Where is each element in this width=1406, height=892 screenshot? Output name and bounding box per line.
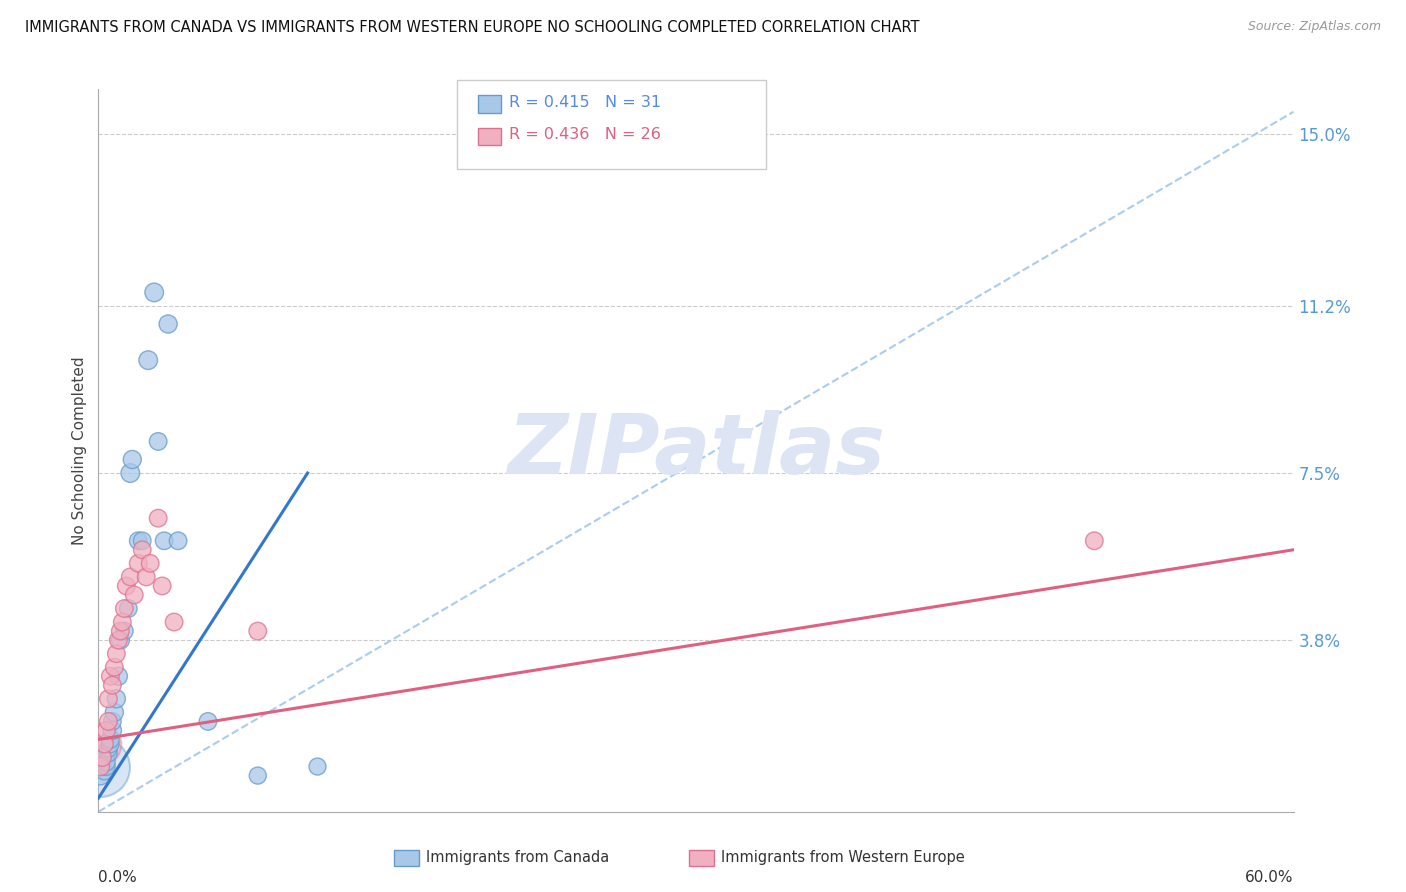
Point	[103, 660, 125, 674]
Point	[1083, 533, 1105, 548]
Point	[124, 588, 146, 602]
Point	[101, 714, 124, 729]
Point	[153, 533, 176, 548]
Point	[246, 769, 269, 783]
Text: 60.0%: 60.0%	[1246, 871, 1294, 886]
Point	[97, 714, 120, 729]
Point	[89, 737, 111, 751]
Point	[93, 737, 115, 751]
Text: 0.0%: 0.0%	[98, 871, 138, 886]
Point	[93, 764, 115, 778]
Point	[197, 714, 219, 729]
Point	[131, 542, 153, 557]
Point	[89, 759, 111, 773]
Point	[139, 557, 162, 571]
Point	[97, 746, 120, 760]
Point	[131, 533, 153, 548]
Point	[98, 737, 122, 751]
Point	[307, 759, 329, 773]
Point	[117, 601, 139, 615]
Point	[91, 750, 114, 764]
Text: R = 0.436   N = 26: R = 0.436 N = 26	[509, 128, 661, 142]
Point	[107, 669, 129, 683]
Point	[112, 601, 135, 615]
Text: Immigrants from Western Europe: Immigrants from Western Europe	[721, 850, 965, 864]
Point	[110, 633, 132, 648]
Point	[111, 615, 134, 629]
Point	[157, 317, 180, 331]
Text: R = 0.415   N = 31: R = 0.415 N = 31	[509, 95, 661, 110]
Point	[98, 732, 122, 747]
Point	[112, 624, 135, 639]
Text: IMMIGRANTS FROM CANADA VS IMMIGRANTS FROM WESTERN EUROPE NO SCHOOLING COMPLETED : IMMIGRANTS FROM CANADA VS IMMIGRANTS FRO…	[25, 20, 920, 35]
Text: Immigrants from Canada: Immigrants from Canada	[426, 850, 609, 864]
Point	[91, 759, 114, 773]
Point	[96, 755, 118, 769]
Point	[120, 570, 142, 584]
Point	[120, 466, 142, 480]
Point	[97, 741, 120, 756]
Text: ZIPatlas: ZIPatlas	[508, 410, 884, 491]
Point	[121, 452, 143, 467]
Point	[98, 669, 122, 683]
Point	[143, 285, 166, 300]
Point	[148, 434, 170, 449]
Point	[97, 691, 120, 706]
Point	[163, 615, 186, 629]
Point	[110, 624, 132, 639]
Point	[93, 750, 115, 764]
Point	[89, 769, 111, 783]
Point	[127, 533, 149, 548]
Point	[96, 759, 118, 773]
Point	[150, 579, 173, 593]
Point	[89, 759, 111, 773]
Point	[105, 647, 128, 661]
Point	[246, 624, 269, 639]
Point	[127, 557, 149, 571]
Point	[101, 723, 124, 738]
Point	[96, 723, 118, 738]
Text: Source: ZipAtlas.com: Source: ZipAtlas.com	[1247, 20, 1381, 33]
Point	[136, 353, 159, 368]
Point	[167, 533, 190, 548]
Point	[115, 579, 138, 593]
Point	[107, 633, 129, 648]
Point	[135, 570, 157, 584]
Y-axis label: No Schooling Completed: No Schooling Completed	[72, 356, 87, 545]
Point	[103, 706, 125, 720]
Point	[105, 691, 128, 706]
Point	[101, 678, 124, 692]
Point	[148, 511, 170, 525]
